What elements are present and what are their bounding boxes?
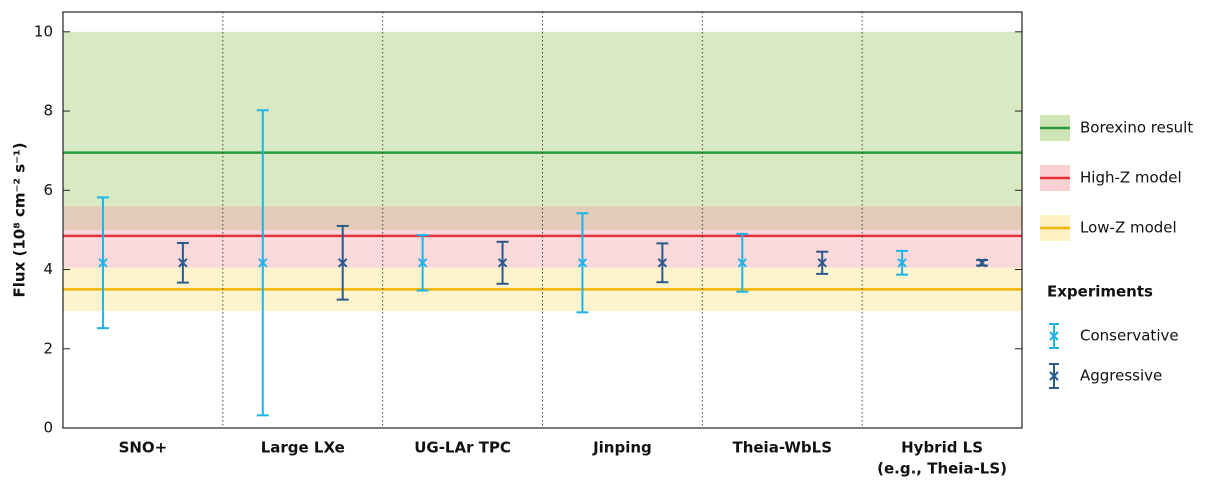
x-tick-label: Jinping [592, 439, 652, 457]
y-axis-label: Flux (10⁸ cm⁻² s⁻¹) [11, 143, 29, 298]
point-marker [98, 258, 108, 268]
x-tick-label: Hybrid LS [901, 439, 983, 457]
legend-label: Borexino result [1080, 119, 1193, 137]
point-marker [497, 258, 508, 268]
plot-frame [62, 11, 1023, 429]
point-marker [178, 258, 188, 268]
legend-label: Conservative [1080, 327, 1179, 345]
point-marker [258, 258, 268, 268]
legend-label: High-Z model [1080, 169, 1182, 187]
y-tick-label: 4 [43, 260, 53, 278]
y-tick-label: 6 [43, 181, 53, 199]
x-tick-label: (e.g., Theia-LS) [877, 460, 1007, 478]
point-marker [338, 258, 348, 268]
point-marker [577, 258, 588, 268]
x-tick-label: UG-LAr TPC [414, 439, 511, 457]
point-marker [657, 258, 668, 268]
y-tick-label: 8 [43, 102, 53, 120]
x-tick-label: Large LXe [261, 439, 345, 457]
point-marker [897, 258, 907, 268]
point-marker [417, 258, 428, 268]
x-tick-label: Theia-WbLS [732, 439, 832, 457]
y-tick-label: 10 [34, 22, 53, 40]
y-tick-label: 2 [43, 339, 53, 357]
legend-marker [1049, 371, 1059, 381]
point-marker [817, 258, 827, 268]
legend-marker [1049, 331, 1059, 341]
point-marker [977, 258, 987, 268]
legend-label: Low-Z model [1080, 219, 1177, 237]
legend-title: Experiments [1047, 283, 1153, 301]
x-tick-label: SNO+ [119, 439, 168, 457]
legend-label: Aggressive [1080, 367, 1162, 385]
y-tick-label: 0 [43, 419, 53, 437]
point-marker [737, 258, 747, 268]
